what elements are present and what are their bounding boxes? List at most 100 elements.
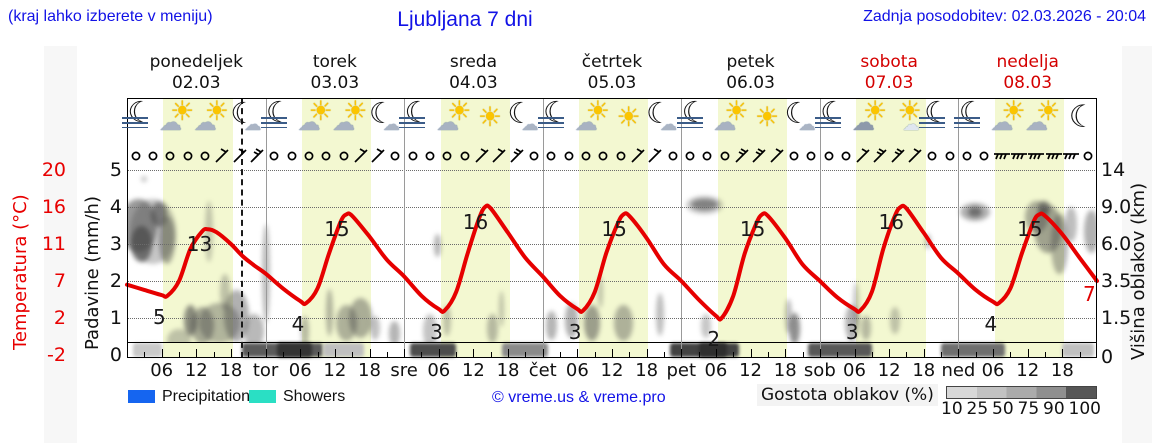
time-tick	[802, 352, 804, 358]
time-tick	[161, 349, 163, 358]
time-tick	[871, 352, 873, 358]
time-tick	[975, 352, 977, 358]
day-name: sobota	[860, 52, 918, 72]
moon-icon: ☾	[230, 96, 257, 130]
temperature-min-label: 3	[568, 319, 582, 344]
temperature-max-label: 13	[186, 232, 213, 257]
cloud-icon: ☁	[244, 115, 262, 135]
hour-label: 18	[773, 360, 797, 381]
wind-symbol-bh	[1027, 146, 1045, 164]
day-name: ponedeljek	[149, 52, 243, 72]
time-tick	[230, 349, 232, 358]
cloud-height-tick: 9.0	[1101, 196, 1132, 218]
hour-label: 18	[912, 360, 936, 381]
day-abbr-label: tor	[252, 360, 279, 381]
temperature-max-label: 15	[739, 217, 766, 242]
weather-icon-moon-fog: ☾	[260, 98, 301, 138]
wind-symbol-calm	[837, 146, 855, 164]
wind-symbol-calm	[941, 146, 959, 164]
weather-icon-sun-cloud: ☀ ☁	[713, 98, 751, 138]
moon-icon: ☾	[507, 96, 534, 130]
time-tick	[456, 352, 458, 358]
page-title: Ljubljana 7 dni	[397, 8, 533, 31]
day-date: 03.03	[310, 73, 360, 93]
temperature-tick: -2	[47, 344, 66, 366]
time-tick	[612, 349, 613, 358]
temperature-max-label: 16	[462, 210, 489, 234]
time-tick	[698, 352, 700, 358]
wind-symbol-calm	[525, 146, 543, 164]
cloud-blob	[325, 289, 333, 336]
day-abbr-label: čet	[528, 360, 557, 381]
temperature-max-label: 15	[1017, 217, 1043, 242]
day-date: 04.03	[449, 73, 498, 93]
sun-icon: ☀	[862, 96, 888, 127]
fog-icon	[919, 117, 946, 128]
precipitation-tick: 0	[109, 344, 122, 366]
wind-symbol-calm	[421, 146, 439, 164]
cloud-icon: ☁	[382, 115, 400, 135]
fog-icon	[122, 117, 149, 128]
weather-icon-sun: ☀	[611, 100, 647, 138]
strip-divider	[127, 342, 1097, 343]
temperature-tick: 2	[53, 307, 66, 329]
hour-label: 12	[184, 360, 208, 381]
hour-label: 06	[150, 360, 174, 381]
time-tick	[248, 352, 250, 358]
cloud-density-tick: 75	[1017, 399, 1040, 419]
sun-icon: ☀	[477, 102, 502, 133]
time-tick	[265, 349, 267, 358]
wind-symbol-calm	[456, 146, 474, 164]
weather-icon-sun-cloud: ☀ ☁	[298, 98, 336, 138]
time-tick	[438, 349, 440, 358]
temperature-min-label: 3	[430, 319, 443, 344]
showers-label: Showers	[283, 388, 346, 405]
hour-label: 18	[496, 360, 520, 381]
wind-symbol-b1	[369, 146, 387, 164]
weather-icon-sun-cloud: ☀ ☁	[332, 98, 370, 138]
weather-icon-moon-fog: ☾	[919, 98, 959, 138]
hour-label: 18	[219, 360, 243, 381]
cloud-height-tick: 6.0	[1101, 233, 1132, 255]
wind-symbol-b1	[854, 146, 872, 164]
weather-icon-moon-cloud: ☾ ☁	[785, 99, 821, 138]
hour-label: 12	[1016, 360, 1040, 381]
copyright-link[interactable]: © vreme.us & vreme.pro	[492, 389, 666, 406]
hour-label: 12	[461, 360, 485, 381]
weather-icon-moon-fog: ☾	[399, 98, 439, 138]
cloud-icon: ☁	[1025, 110, 1049, 136]
wind-symbol-calm	[335, 146, 353, 164]
wind-symbol-calm	[127, 146, 145, 164]
sun-icon: ☀	[585, 96, 610, 127]
gridline	[127, 318, 1097, 319]
gridline	[127, 207, 1097, 208]
time-tick	[923, 349, 925, 358]
temperature-min-label: 2	[707, 327, 721, 351]
time-tick	[508, 349, 510, 358]
time-tick	[542, 349, 544, 358]
showers-swatch	[249, 390, 276, 403]
cloud-icon: ☁	[521, 115, 539, 135]
wind-symbol-b1	[231, 146, 249, 164]
cloud-blob	[1038, 201, 1050, 216]
low-cloud-strip-segment	[698, 343, 728, 357]
cloud-blob	[1065, 207, 1077, 242]
temperature-min-label: 4	[291, 312, 305, 337]
time-tick	[681, 349, 683, 358]
right-margin-strip	[1122, 46, 1152, 443]
cloud-blob	[498, 290, 504, 327]
wind-symbol-b2	[889, 146, 907, 164]
wind-symbol-calm	[716, 146, 734, 164]
time-tick	[906, 352, 908, 358]
wind-symbol-calm	[161, 146, 179, 164]
fog-icon	[953, 117, 980, 128]
weather-icon-sun-cloud: ☀ ☁	[1025, 98, 1063, 138]
wind-symbol-calm	[283, 146, 301, 164]
hour-label: 06	[843, 360, 866, 381]
wind-symbol-calm	[144, 146, 162, 164]
precipitation-label: Precipitation	[162, 388, 251, 405]
cloud-layer	[127, 166, 1097, 342]
day-name: sreda	[449, 52, 497, 72]
hour-label: 12	[600, 360, 624, 381]
weather-icon-moon-cloud: ☾ ☁	[646, 99, 682, 138]
